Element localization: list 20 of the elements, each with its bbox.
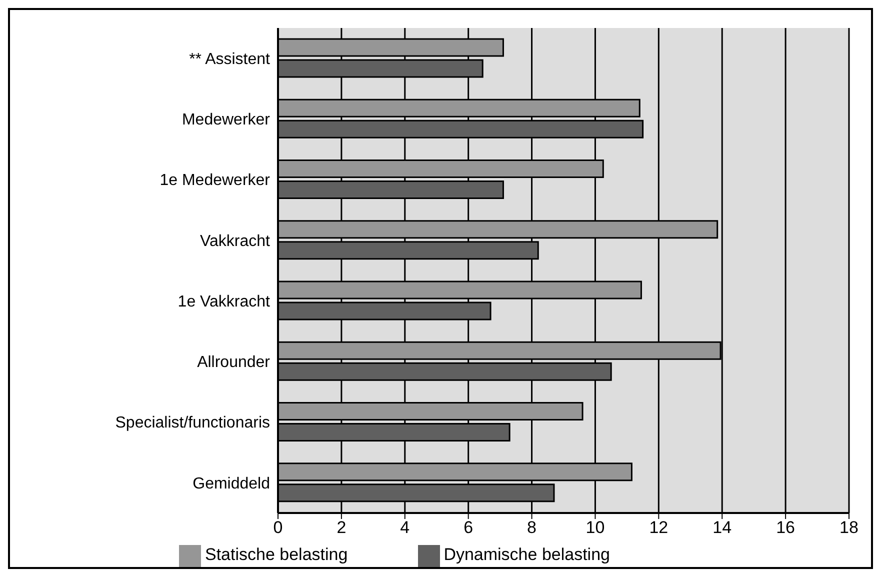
legend-label: Dynamische belasting <box>444 545 610 564</box>
legend-label: Statische belasting <box>204 545 348 564</box>
x-tick-label: 14 <box>712 518 732 538</box>
x-tick-label: 18 <box>840 518 858 538</box>
y-tick-label: ** Assistent <box>189 50 271 68</box>
x-tick-label: 12 <box>649 518 668 538</box>
y-tick-label: Allrounder <box>197 354 271 372</box>
x-tick-label: 4 <box>400 518 410 538</box>
y-tick-label: 1e Vakkracht <box>178 293 271 310</box>
x-tick-label: 8 <box>527 518 537 538</box>
y-tick-label: 1e Medewerker <box>160 172 271 190</box>
y-tick-label: Gemiddeld <box>192 475 270 492</box>
y-tick-label: Medewerker <box>182 112 271 129</box>
x-tick-label: 10 <box>586 518 605 538</box>
x-tick-label: 0 <box>273 518 283 538</box>
y-tick-label: Specialist/functionaris <box>115 414 270 432</box>
y-tick-label: Vakkracht <box>200 232 271 250</box>
x-tick-label: 6 <box>464 518 474 538</box>
x-tick-label: 2 <box>336 518 346 538</box>
x-tick-label: 16 <box>776 518 796 538</box>
